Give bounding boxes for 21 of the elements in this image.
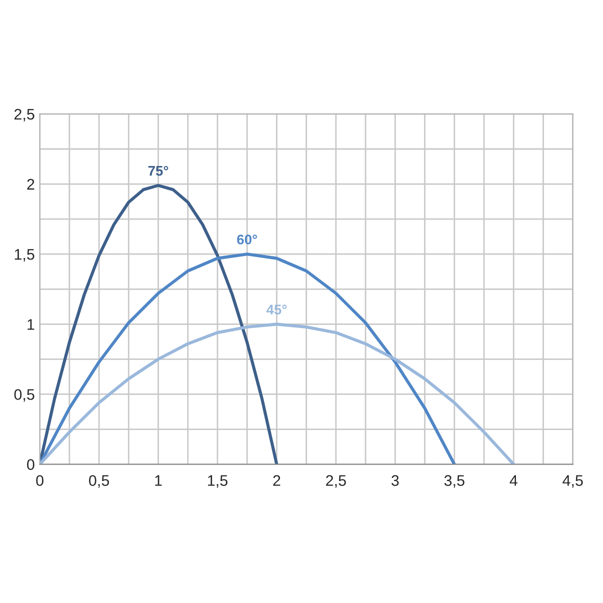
y-tick-label: 0 — [27, 459, 34, 470]
x-tick-label: 3,5 — [444, 475, 464, 488]
x-tick-label: 2 — [273, 475, 280, 486]
x-tick-label: 0 — [36, 475, 44, 486]
x-tick-label: 4,5 — [562, 475, 583, 488]
x-tick-label: 0,5 — [89, 475, 110, 488]
y-tick-label: 1 — [28, 319, 34, 330]
series-label: 60° — [237, 234, 257, 244]
x-tick-label: 4 — [510, 475, 518, 486]
series-label: 45° — [266, 304, 287, 314]
y-tick-label: 0,5 — [14, 389, 34, 402]
line-series — [40, 322, 516, 464]
line-series — [40, 252, 456, 464]
x-tick-label: 2,5 — [326, 475, 346, 488]
y-tick-label: 1,5 — [14, 249, 34, 262]
x-tick-label: 1,5 — [208, 475, 228, 488]
y-tick-label: 2,5 — [14, 108, 34, 122]
series-label: 75° — [148, 166, 168, 176]
x-tick-label: 3 — [392, 475, 399, 486]
x-tick-label: 1 — [155, 475, 162, 486]
y-tick-label: 2 — [27, 178, 34, 190]
